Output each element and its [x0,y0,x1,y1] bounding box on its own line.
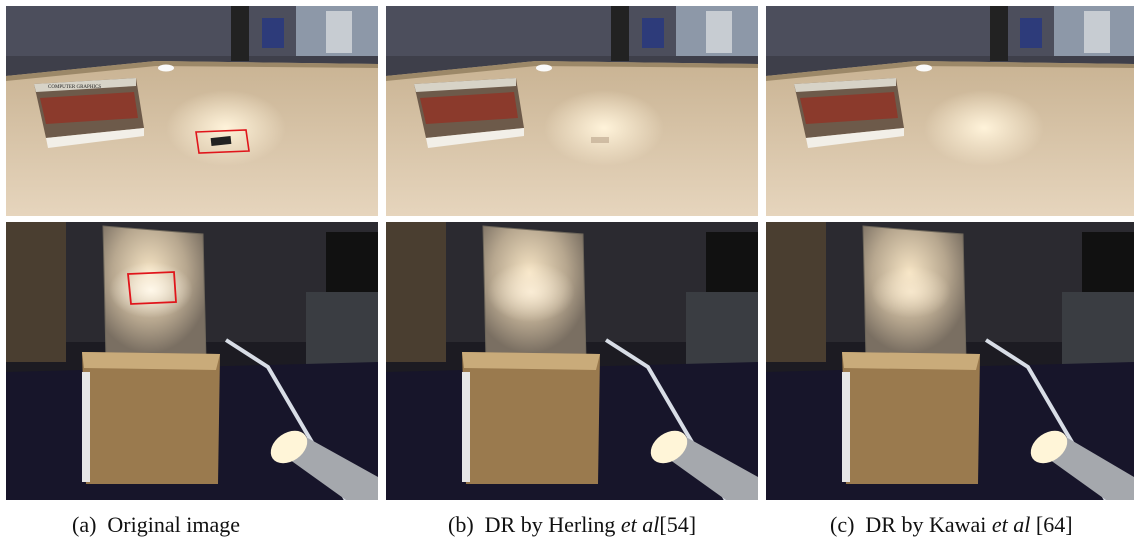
photo-a-lightbox [6,222,378,500]
caption-b-etal: et al [620,512,660,537]
caption-c-author: Kawai [928,512,987,537]
photo-c-lightbox [766,222,1134,500]
caption-a: (a) Original image [72,512,240,538]
photo-c-table [766,6,1134,216]
caption-a-tag: (a) [72,512,97,537]
caption-b-label: DR by [484,512,543,537]
photo-b-lightbox [386,222,758,500]
caption-a-label: Original image [107,512,240,537]
caption-b-ref: [54] [659,512,697,537]
caption-c: (c) DR by Kawai et al [64] [830,512,1073,538]
caption-b-author: Herling [548,512,616,537]
removed-object [210,135,232,147]
highlight-box [127,271,177,305]
highlight-box [195,129,250,154]
photo-a-table: COMPUTER GRAPHICS [6,6,378,216]
photo-b-table [386,6,758,216]
caption-c-tag: (c) [830,512,855,537]
caption-b-tag: (b) [448,512,474,537]
book-title: COMPUTER GRAPHICS [48,85,101,90]
caption-c-label: DR by [865,512,924,537]
caption-b: (b) DR by Herling et al[54] [448,512,696,538]
caption-c-ref: [64] [1030,512,1073,537]
caption-c-etal: et al [991,512,1031,537]
book [34,78,144,148]
lamp [270,430,378,500]
